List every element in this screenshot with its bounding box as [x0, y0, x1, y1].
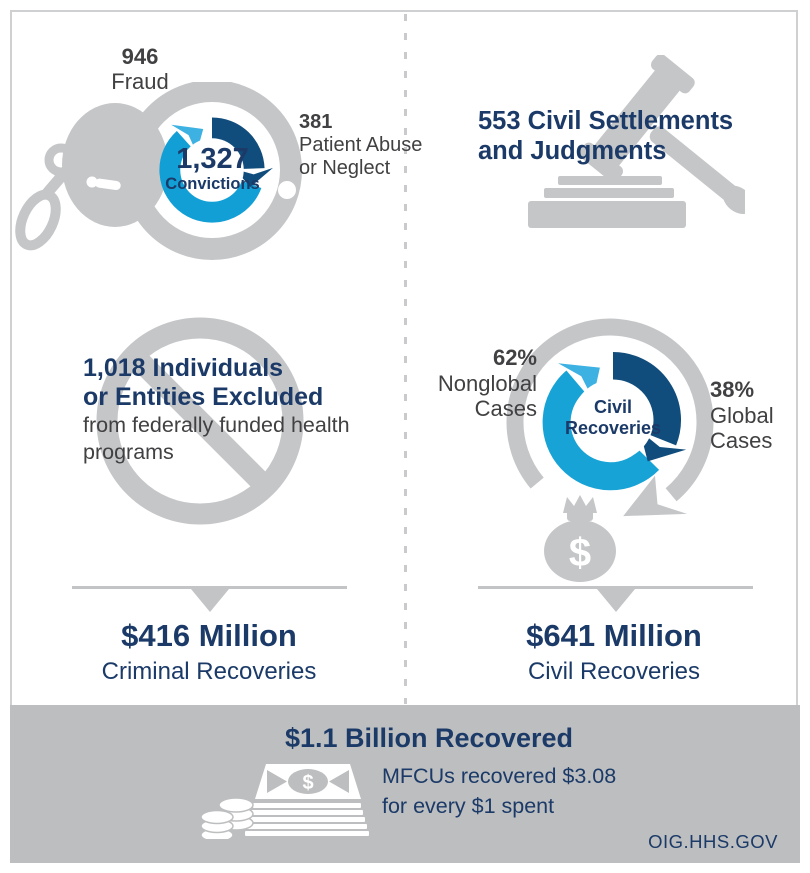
exclusions-line1: 1,018 Individuals [83, 354, 284, 382]
criminal-recoveries-amount: $416 Million [121, 618, 297, 653]
nonglobal-segment [542, 370, 660, 491]
handcuffs-icon [15, 82, 302, 260]
abuse-value: 381 [299, 111, 333, 133]
exclusions-text: 1,018 Individuals or Entities Excluded f… [83, 354, 373, 466]
footer-title: $1.1 Billion Recovered [284, 723, 574, 753]
civil-settlements-line2: and Judgments [478, 137, 667, 165]
civil-pointer-line [478, 586, 753, 589]
civil-pointer-arrow [597, 589, 635, 612]
criminal-recoveries-label: Criminal Recoveries [101, 658, 317, 685]
convictions-donut-chart [159, 117, 273, 223]
exclusions-line3: from federally funded health [83, 413, 350, 437]
nonglobal-stat: 62% Nonglobal Cases [418, 345, 537, 422]
keyhole-icon [86, 176, 121, 190]
convictions-total: 1,327 [176, 143, 249, 175]
gavel-icon [528, 55, 745, 228]
global-arrowhead [639, 430, 687, 462]
criminal-pointer-line [72, 586, 347, 589]
global-value: 38% [710, 377, 755, 402]
handcuff-rivet [278, 181, 296, 199]
website-link[interactable]: OIG.HHS.GOV [648, 831, 778, 852]
abuse-arrowhead [234, 167, 273, 188]
footer-subtitle: MFCUs recovered $3.08 for every $1 spent [382, 761, 616, 821]
fraud-label: Fraud [111, 69, 169, 94]
global-segment [612, 352, 681, 446]
nonglobal-label-line2: Cases [474, 396, 537, 421]
criminal-pointer-arrow [191, 589, 229, 612]
footer-subtitle-line2: for every $1 spent [382, 794, 555, 818]
exclusions-line2: or Entities Excluded [83, 383, 324, 411]
money-bag-icon: $ [544, 495, 616, 582]
footer-subtitle-line1: MFCUs recovered $3.08 [382, 764, 617, 788]
footer-band: $1.1 Billion Recovered $ [10, 705, 800, 863]
money-stack-icon: $ [200, 764, 369, 839]
civil-settlements-line1: 553 Civil Settlements [478, 107, 734, 135]
abuse-label-line2: or Neglect [299, 157, 391, 179]
convictions-total-label: Convictions [165, 175, 260, 193]
nonglobal-value: 62% [492, 345, 537, 370]
global-label-line1: Global [710, 402, 774, 428]
global-stat: 38% Global Cases [710, 377, 810, 454]
no-symbol-icon [96, 317, 304, 525]
fraud-stat: 946 Fraud [94, 44, 186, 94]
civil-center-line1: Civil [593, 397, 632, 417]
coin-stacks [200, 797, 254, 839]
civil-recoveries-donut-chart: $ [506, 318, 714, 582]
money-bag-dollar: $ [569, 531, 591, 575]
abuse-stat: 381 Patient Abuse or Neglect [299, 111, 431, 180]
column-divider [404, 14, 407, 704]
cycle-arrow-icon [506, 318, 714, 517]
civil-recoveries-label: Civil Recoveries [527, 658, 701, 685]
bill-dollar: $ [302, 772, 313, 794]
convictions-donut-center: 1,327 Convictions [142, 144, 283, 194]
civil-recoveries-amount: $641 Million [526, 618, 702, 653]
abuse-label-line1: Patient Abuse [299, 134, 423, 156]
fraud-value: 946 [121, 44, 159, 69]
abuse-segment [211, 117, 265, 170]
bill-stack [245, 803, 369, 836]
global-label-line2: Cases [710, 428, 773, 453]
exclusions-line4: programs [83, 440, 174, 464]
chain-links [15, 143, 78, 251]
content-border [10, 10, 798, 705]
nonglobal-label-line1: Nonglobal [437, 370, 537, 396]
sound-block [528, 176, 686, 228]
civil-center-line2: Recoveries [564, 418, 662, 438]
civil-settlements-heading: 553 Civil Settlements and Judgments [478, 106, 778, 166]
fraud-segment [159, 130, 262, 223]
civil-recoveries-donut-center: Civil Recoveries [553, 397, 673, 439]
